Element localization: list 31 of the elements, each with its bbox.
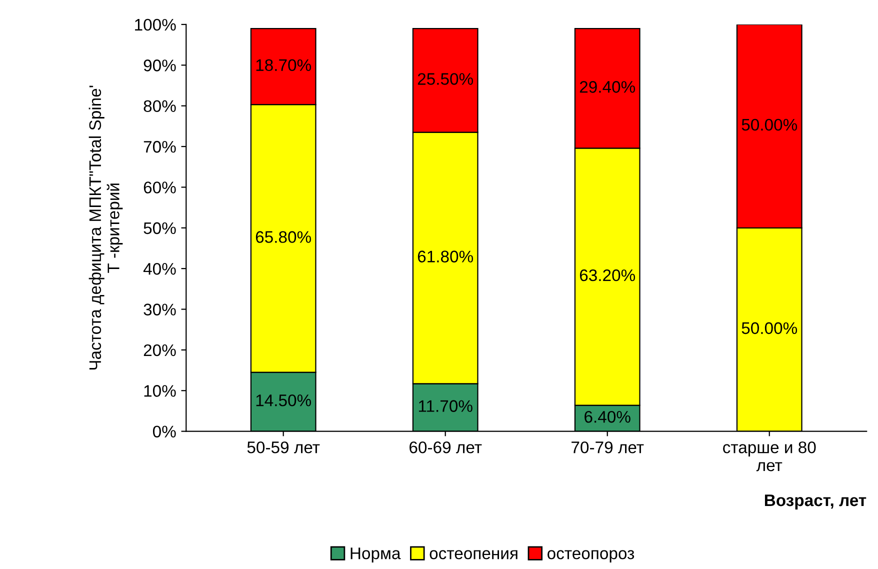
y-tick-label: 80% [144, 100, 176, 112]
x-tick-label: 70-79 лет [572, 441, 644, 454]
data-label: 29.40% [580, 81, 636, 93]
y-tick-label: 90% [144, 60, 176, 72]
data-label: 11.70% [418, 400, 472, 412]
y-tick-label: 50% [144, 222, 176, 234]
data-label: 14.50% [256, 394, 312, 406]
x-tick-label: старше и 80 лет [723, 441, 816, 472]
data-label: 50.00% [742, 118, 798, 131]
data-label: 6.40% [584, 410, 630, 423]
legend-label: Норма [350, 548, 401, 563]
y-tick-label: 30% [144, 304, 176, 316]
y-tick-label: 20% [144, 344, 176, 356]
data-label: 63.20% [580, 269, 636, 282]
data-label: 50.00% [742, 322, 798, 334]
y-tick-label: 70% [144, 140, 176, 153]
data-label: 25.50% [418, 73, 474, 85]
y-tick-label: 60% [144, 182, 176, 194]
legend-label: остеопороз [548, 550, 634, 563]
y-tick-label: 100% [135, 18, 176, 31]
y-tick-label: 0% [152, 426, 176, 438]
x-axis-title: Возраст, лет [764, 494, 866, 510]
legend-label: остеопения [430, 550, 518, 560]
data-label: 61.80% [418, 250, 474, 262]
x-tick-label: 60-69 лет [410, 441, 482, 454]
y-axis-title: Частота дефицита МПКТ"Total Spine' Т -критерий [88, 86, 123, 370]
y-tick-label: 40% [143, 262, 176, 275]
x-tick-label: 50-59 лет [247, 441, 320, 454]
data-label: 18.70% [256, 59, 312, 72]
data-label: 65.80% [256, 231, 312, 243]
y-tick-label: 10% [144, 385, 176, 397]
